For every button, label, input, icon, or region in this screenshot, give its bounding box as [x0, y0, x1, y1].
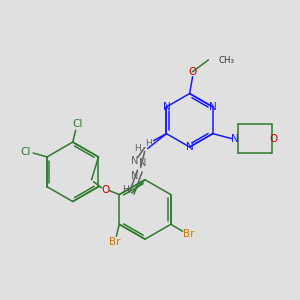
Text: N: N — [163, 102, 170, 112]
Text: N: N — [231, 134, 239, 144]
Text: N: N — [131, 156, 138, 167]
Text: Br: Br — [183, 229, 194, 239]
Text: Cl: Cl — [20, 147, 30, 157]
Text: O: O — [269, 134, 278, 144]
Text: N: N — [209, 102, 217, 112]
Text: N: N — [131, 171, 138, 181]
Text: O: O — [101, 184, 110, 195]
Text: N: N — [139, 158, 146, 168]
Text: H: H — [145, 139, 152, 148]
Text: N: N — [186, 142, 194, 152]
Text: H: H — [134, 144, 141, 153]
Text: CH₃: CH₃ — [218, 56, 234, 65]
Text: Br: Br — [109, 237, 120, 247]
Text: O: O — [188, 67, 197, 77]
Text: Cl: Cl — [73, 119, 83, 129]
Text: H: H — [122, 184, 129, 194]
